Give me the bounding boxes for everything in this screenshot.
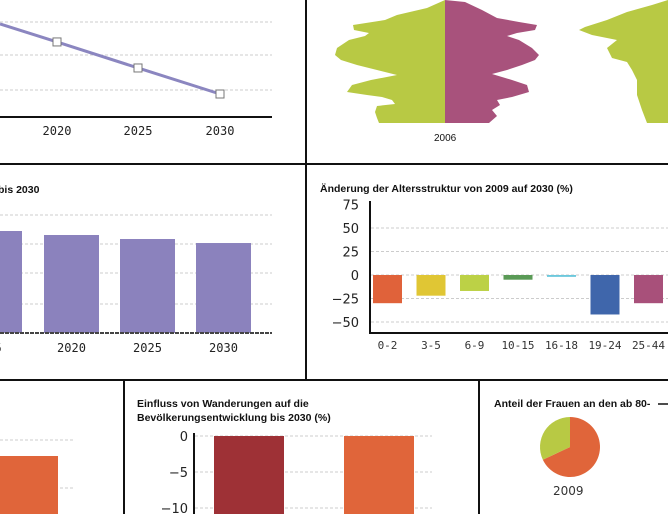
- age-structure-panel: Änderung der Altersstruktur von 2009 auf…: [307, 165, 668, 379]
- women-share-panel: Anteil der Frauen an den ab 80- 2009: [480, 381, 668, 514]
- age-structure-title: Änderung der Altersstruktur von 2009 auf…: [320, 183, 573, 195]
- pyramid-2-male-side: [579, 0, 668, 123]
- pie-slice: [542, 417, 600, 477]
- population-bar-title: bis 2030: [0, 184, 40, 196]
- x-tick-label: 2030: [209, 341, 238, 355]
- y-tick-label: −5: [169, 466, 188, 481]
- y-tick-label: 50: [342, 222, 359, 237]
- bar-19-24: [590, 275, 620, 315]
- x-tick-label: 0-2: [378, 339, 398, 352]
- line-chart-panel: 2020 2025 2030: [0, 0, 305, 163]
- migration-title-line-2: Bevölkerungsentwicklung bis 2030 (%): [137, 412, 331, 424]
- bar: [0, 231, 22, 333]
- x-tick-label: 2020: [57, 341, 86, 355]
- bar: [44, 235, 99, 333]
- y-tick-label: −50: [332, 316, 359, 331]
- x-tick-label: 2030: [206, 124, 235, 138]
- migration-title-line-1: Einfluss von Wanderungen auf die: [137, 398, 309, 410]
- pyramid-male-side: [335, 0, 445, 123]
- divider-horizontal-1: [0, 163, 668, 165]
- x-tick-label: 3-5: [421, 339, 441, 352]
- x-tick-label: 16-18: [545, 339, 578, 352]
- y-tick-label: 0: [351, 269, 359, 284]
- x-tick-label: 15: [0, 341, 2, 355]
- pie-slice: [540, 417, 570, 460]
- data-point: [52, 37, 62, 47]
- data-point: [215, 89, 225, 99]
- bar-25-44: [634, 275, 663, 304]
- bar: [214, 436, 284, 514]
- population-bar-chart: 15 2020 2025 2030: [0, 214, 272, 355]
- y-tick-label: 25: [342, 246, 359, 261]
- bar-16-18: [547, 275, 576, 277]
- divider-vertical-bottom-1: [123, 380, 125, 514]
- migration-panel: Einfluss von Wanderungen auf die Bevölke…: [125, 381, 478, 514]
- x-tick-label: 2025: [133, 341, 162, 355]
- population-bar-panel: bis 2030 15 2020 2025 2030: [0, 165, 305, 379]
- data-point: [133, 63, 143, 73]
- partial-bar-chart: [0, 439, 75, 514]
- partial-bar-panel: [0, 381, 123, 514]
- divider-vertical-top: [305, 0, 307, 381]
- bar-3-5: [416, 275, 446, 296]
- divider-horizontal-2: [0, 379, 668, 381]
- x-tick-label: 6-9: [465, 339, 485, 352]
- pie-year-label: 2009: [553, 484, 584, 498]
- bar: [0, 456, 58, 514]
- bar: [120, 239, 175, 333]
- migration-chart: 0 −5 −10: [161, 430, 432, 514]
- bar-10-15: [503, 275, 533, 280]
- bar-6-9: [460, 275, 489, 291]
- age-structure-chart: 75 50 25 0 −25 −50 0-2 3-5 6-9 10-15 16-18 19-24 25-…: [332, 199, 668, 352]
- line-chart: 2020 2025 2030: [0, 21, 272, 138]
- series-line: [0, 22, 221, 96]
- population-pyramid: [335, 0, 668, 123]
- pyramid-female-side: [445, 0, 539, 123]
- bar: [344, 436, 414, 514]
- women-share-pie: [540, 403, 668, 477]
- y-tick-label: 75: [342, 199, 359, 214]
- x-tick-label: 2025: [124, 124, 153, 138]
- pyramid-year-label: 2006: [434, 133, 457, 144]
- x-tick-label: 2020: [43, 124, 72, 138]
- women-share-title: Anteil der Frauen an den ab 80-: [494, 398, 651, 410]
- y-tick-label: −25: [332, 293, 359, 308]
- x-tick-label: 19-24: [588, 339, 621, 352]
- divider-vertical-bottom-2: [478, 380, 480, 514]
- bar-0-2: [373, 275, 402, 304]
- x-tick-label: 10-15: [501, 339, 534, 352]
- pyramid-panel: 2006: [307, 0, 668, 163]
- x-tick-label: 25-44: [632, 339, 665, 352]
- bar: [196, 243, 251, 333]
- y-tick-label: 0: [180, 430, 188, 445]
- y-tick-label: −10: [161, 502, 188, 514]
